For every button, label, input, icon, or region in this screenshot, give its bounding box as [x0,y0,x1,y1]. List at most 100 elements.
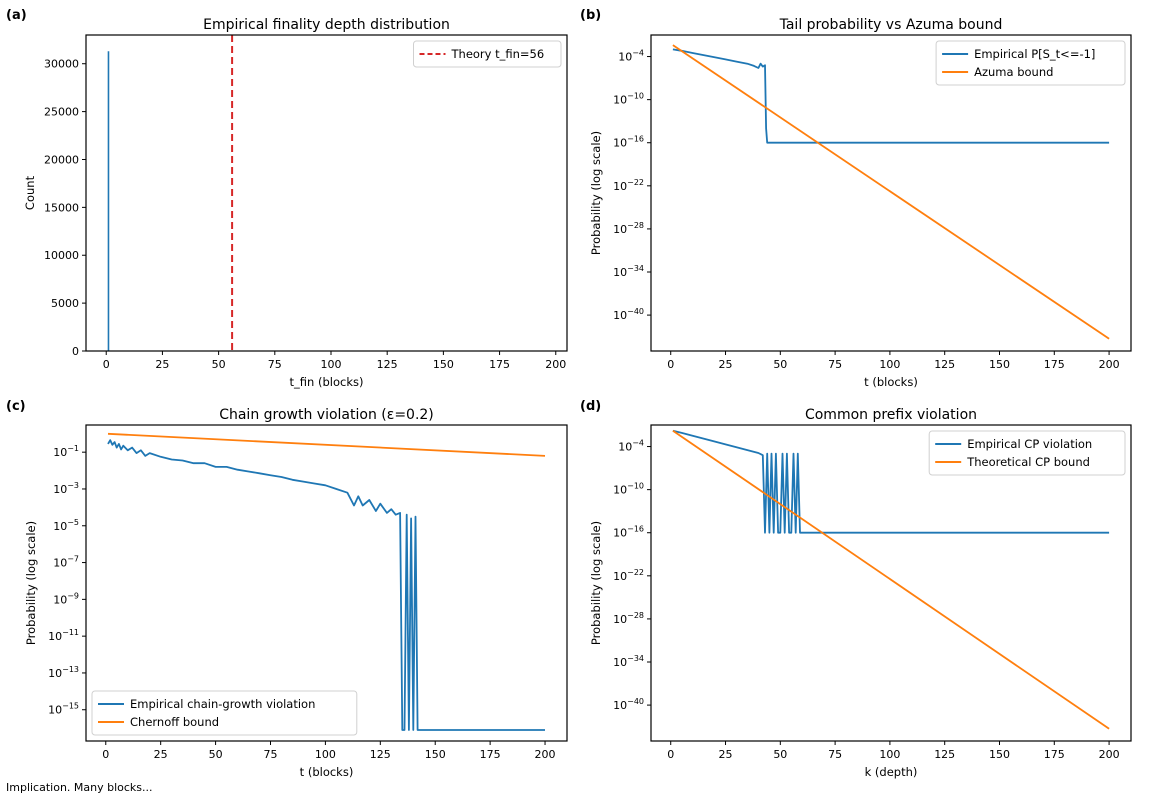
chart-title: Tail probability vs Azuma bound [779,17,1003,33]
x-tick-label: 75 [268,358,282,371]
x-tick-label: 200 [1099,748,1120,761]
axes-frame [85,34,568,352]
x-tick-label: 0 [102,748,109,761]
legend: Empirical P[S_t<=-1] Azuma bound [935,40,1126,86]
plot-area [107,432,546,731]
legend-box [928,430,1126,476]
y-tick-label: 10−40 [613,307,644,322]
x-tick-label: 75 [828,358,842,371]
y-tick-label: 10−13 [48,665,79,680]
y-tick-label: 25000 [44,106,79,119]
x-tick-label: 150 [989,748,1010,761]
panel-label: (b) [580,8,601,23]
plot-area [672,429,1110,730]
y-tick-label: 10−7 [53,555,79,570]
y-tick-label: 20000 [44,153,79,166]
series-line-empirical [672,48,1110,144]
series-line-empirical [107,439,545,731]
series-line-empirical [672,429,1110,534]
x-tick-label: 125 [934,358,955,371]
y-tick-label: 0 [72,345,79,358]
panel-a: (a) Empirical finality depth distribution… [6,8,568,389]
y-tick-label: 10−10 [613,92,644,107]
y-tick-label: 10−4 [618,49,644,64]
legend: Empirical chain-growth violation Chernoff… [91,690,358,736]
x-tick-label: 175 [489,358,510,371]
y-tick-label: 10−11 [48,628,79,643]
series-line-bound [672,429,1110,730]
x-tick-label: 25 [719,748,733,761]
x-tick-label: 100 [879,748,900,761]
legend-entry: Theoretical CP bound [966,455,1090,469]
x-tick-label: 0 [667,358,674,371]
x-tick-label: 125 [377,358,398,371]
x-tick-label: 150 [425,748,446,761]
plot-area [672,44,1110,340]
axes-frame [650,34,1132,352]
legend-box [413,40,562,68]
y-tick-label: 10−22 [613,178,644,193]
y-axis-label: Probability (log scale) [24,521,38,645]
axes-frame [85,424,568,742]
x-tick-label: 100 [879,358,900,371]
y-tick-label: 10−3 [53,481,79,496]
x-tick-label: 50 [212,358,226,371]
x-tick-label: 175 [480,748,501,761]
legend-entry: Azuma bound [974,65,1053,79]
x-tick-label: 100 [315,748,336,761]
y-tick-label: 10000 [44,249,79,262]
y-tick-label: 10−28 [613,611,644,626]
panel-label: (d) [580,399,601,414]
y-tick-label: 10−40 [613,697,644,712]
x-tick-label: 150 [433,358,454,371]
axes-frame [650,424,1132,742]
series-line-bound [107,432,546,457]
x-tick-label: 200 [535,748,556,761]
y-tick-label: 10−28 [613,221,644,236]
series-line-bound [672,44,1110,340]
x-tick-label: 75 [828,748,842,761]
chart-title: Common prefix violation [805,407,977,423]
legend: Empirical CP violation Theoretical CP bou… [928,430,1126,476]
chart-title: Empirical finality depth distribution [203,17,450,33]
y-tick-label: 10−16 [613,135,644,150]
x-tick-label: 150 [989,358,1010,371]
x-tick-label: 200 [1099,358,1120,371]
y-tick-label: 10−5 [53,518,79,533]
x-tick-label: 200 [545,358,566,371]
x-tick-label: 25 [719,358,733,371]
y-tick-label: 10−9 [53,591,79,606]
panel-d: (d) Common prefix violation 0 25 50 75 100 125 1… [580,399,1132,779]
x-tick-label: 0 [667,748,674,761]
legend-entry: Empirical CP violation [967,437,1092,451]
x-tick-label: 50 [209,748,223,761]
x-tick-label: 125 [934,748,955,761]
y-tick-label: 30000 [44,58,79,71]
y-tick-label: 10−16 [613,525,644,540]
chart-title: Chain growth violation (ε=0.2) [219,407,434,423]
legend: Theory t_fin=56 [413,40,562,68]
x-axis-label: k (depth) [865,765,918,779]
panel-b: (b) Tail probability vs Azuma bound 0 25 50 7… [580,8,1132,389]
plot-area [107,35,234,351]
legend-box [91,690,358,736]
x-axis-label: t (blocks) [300,765,354,779]
panel-label: (a) [6,8,27,23]
y-tick-label: 5000 [51,297,79,310]
legend-entry: Chernoff bound [130,715,219,729]
x-tick-label: 50 [773,748,787,761]
y-axis-label: Probability (log scale) [589,131,603,255]
legend-entry: Empirical P[S_t<=-1] [974,47,1095,61]
x-tick-label: 25 [155,358,169,371]
x-tick-label: 0 [103,358,110,371]
y-tick-label: 15000 [44,201,79,214]
figure-caption: Implication. Many blocks... [6,781,153,794]
y-tick-label: 10−10 [613,482,644,497]
x-tick-label: 75 [263,748,277,761]
x-tick-label: 100 [320,358,341,371]
x-tick-label: 25 [154,748,168,761]
y-tick-label: 10−34 [613,264,644,279]
panel-label: (c) [6,399,26,414]
y-axis-label: Count [23,175,37,210]
